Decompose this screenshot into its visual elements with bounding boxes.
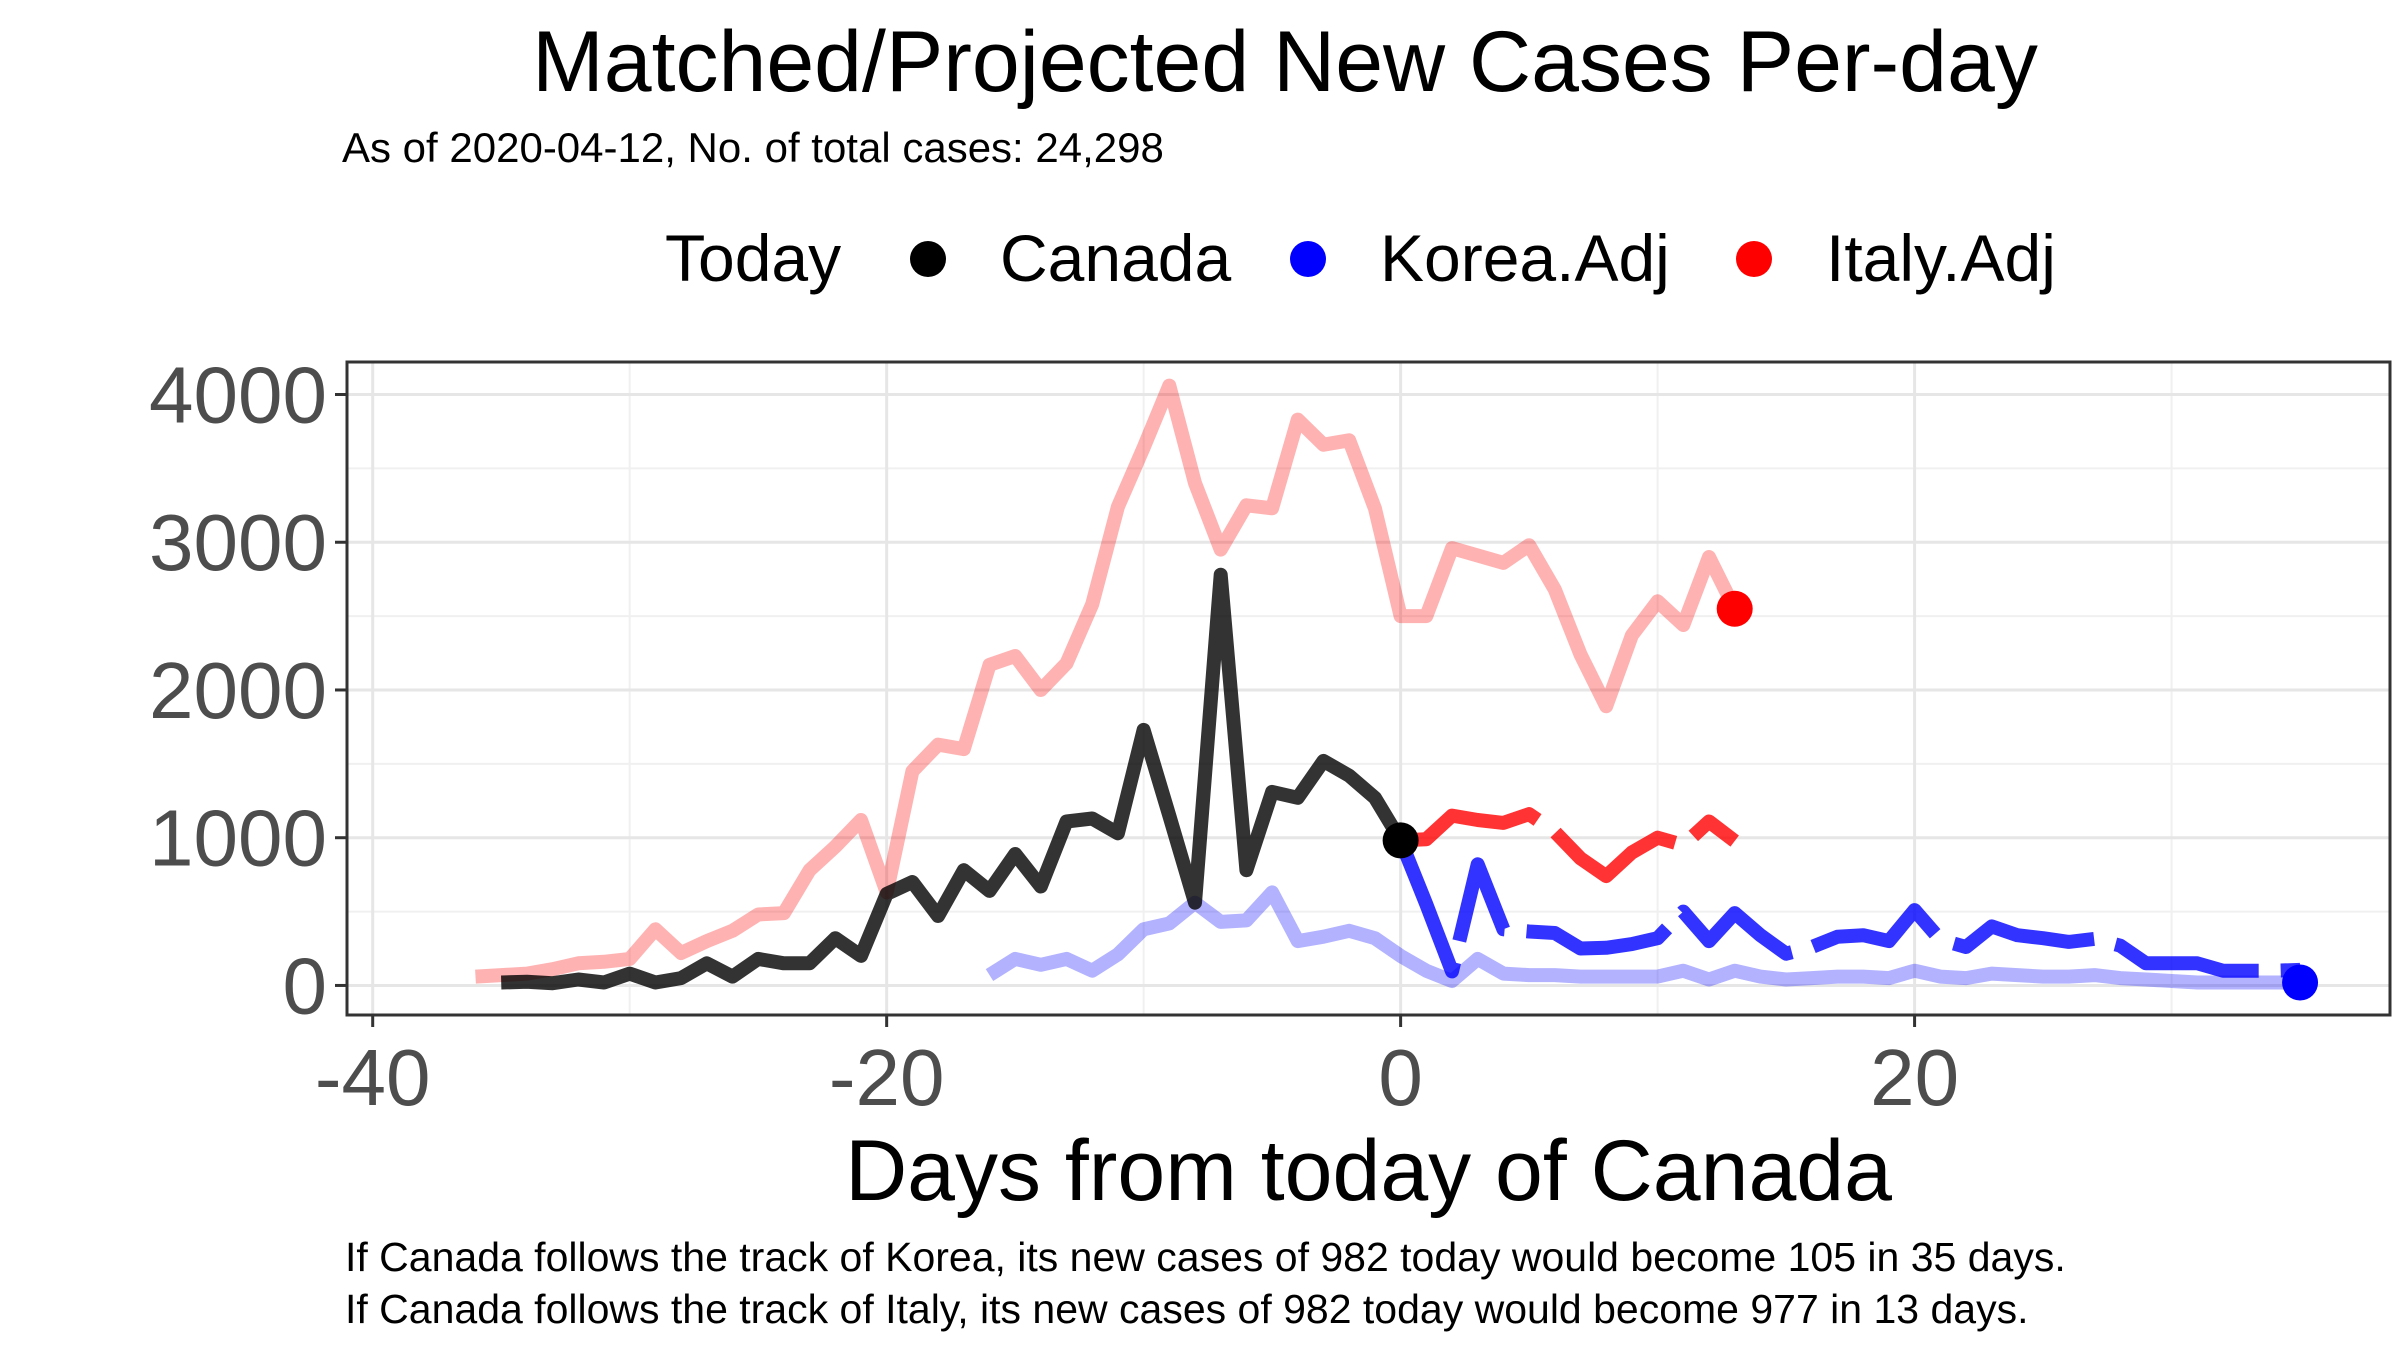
- endpoint-marker-korea-adj: [2282, 964, 2319, 1001]
- series-line-italy-history: [475, 378, 1741, 984]
- legend-title: Today: [665, 221, 842, 295]
- caption-korea: If Canada follows the track of Korea, it…: [345, 1234, 2066, 1280]
- legend-dot-korea: [1290, 241, 1326, 277]
- x-axis-title: Days from today of Canada: [845, 1123, 1892, 1219]
- y-tick-label: 2000: [149, 646, 327, 735]
- legend-dot-italy: [1736, 241, 1772, 277]
- endpoint-marker-italy-adj: [1716, 590, 1753, 627]
- y-tick-label: 0: [283, 941, 328, 1030]
- x-tick-label: 0: [1378, 1033, 1423, 1122]
- x-tick-label: -40: [315, 1033, 431, 1122]
- series-line-italy-projection: [1400, 807, 1739, 884]
- chart-title: Matched/Projected New Cases Per-day: [532, 14, 2038, 110]
- series-line-canada: [501, 567, 1407, 991]
- legend-label-italy: Italy.Adj: [1826, 221, 2056, 295]
- legend: Today Canada Korea.Adj Italy.Adj: [0, 218, 2400, 298]
- endpoint-marker-canada: [1382, 822, 1419, 859]
- legend-label-korea: Korea.Adj: [1380, 221, 1670, 295]
- legend-dot-canada: [910, 241, 946, 277]
- x-tick-label: 20: [1870, 1033, 1959, 1122]
- legend-label-canada: Canada: [1000, 221, 1232, 295]
- chart-subtitle: As of 2020-04-12, No. of total cases: 24…: [342, 124, 1164, 171]
- y-tick-label: 1000: [149, 794, 327, 883]
- series-line-korea-projection: [1394, 837, 2301, 979]
- x-tick-label: -20: [829, 1033, 945, 1122]
- y-tick-label: 4000: [149, 351, 327, 440]
- caption-italy: If Canada follows the track of Italy, it…: [345, 1286, 2029, 1332]
- y-tick-label: 3000: [149, 498, 327, 587]
- series-line-korea-history: [985, 885, 2301, 990]
